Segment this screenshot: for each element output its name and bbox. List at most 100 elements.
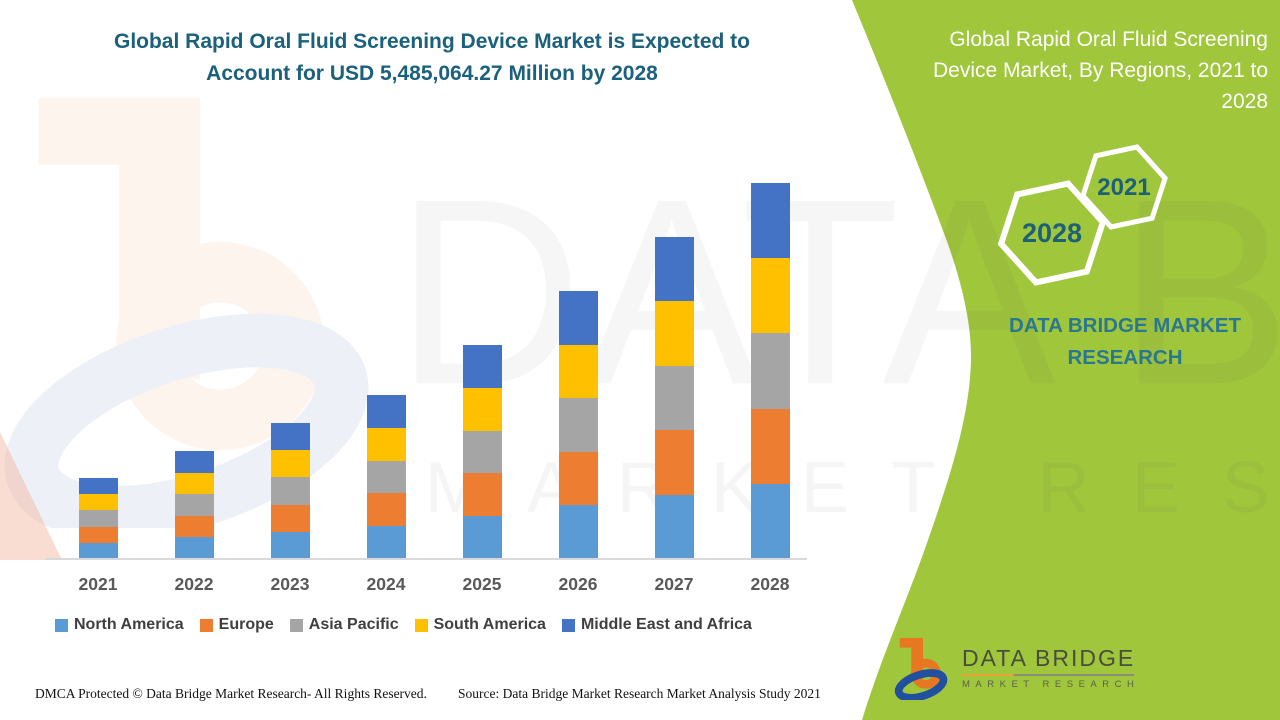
x-axis-labels: 2021 2022 2023 2024 2025 2026 2027 2028 bbox=[50, 574, 818, 595]
bar-segment-south-america bbox=[750, 258, 790, 334]
stacked-bar bbox=[366, 395, 406, 559]
bar-segment-europe bbox=[78, 526, 118, 543]
bar-segment-europe bbox=[270, 504, 310, 532]
bar-segment-middle-east-and-africa bbox=[366, 395, 406, 428]
bar-column-2028 bbox=[722, 139, 818, 559]
logo-rule bbox=[962, 673, 1134, 676]
chart-headline: Global Rapid Oral Fluid Screening Device… bbox=[113, 30, 750, 85]
legend-swatch bbox=[561, 618, 575, 632]
bar-column-2027 bbox=[626, 139, 722, 559]
legend-label: Middle East and Africa bbox=[580, 616, 752, 633]
bar-segment-europe bbox=[462, 473, 502, 517]
bar-segment-europe bbox=[366, 493, 406, 527]
bar-segment-north-america bbox=[270, 531, 310, 559]
legend-label: Asia Pacific bbox=[308, 616, 399, 633]
bar-segment-north-america bbox=[750, 483, 790, 559]
legend-label: North America bbox=[74, 616, 184, 633]
bar-segment-asia-pacific bbox=[654, 365, 694, 431]
hexagon-2028-outline bbox=[997, 180, 1107, 286]
panel-brand-text: DATA BRIDGE MARKET RESEARCH bbox=[1009, 314, 1241, 369]
logo-d-swoosh bbox=[894, 669, 948, 700]
x-axis-label: 2027 bbox=[654, 574, 694, 594]
stacked-bar bbox=[270, 423, 310, 559]
x-axis-label: 2021 bbox=[78, 574, 118, 594]
bar-segment-asia-pacific bbox=[558, 398, 598, 452]
bar-segment-north-america bbox=[78, 542, 118, 559]
watermark-b-stem bbox=[38, 97, 200, 380]
stacked-bar bbox=[654, 237, 694, 559]
green-panel-shape bbox=[852, 0, 1280, 720]
bar-segment-asia-pacific bbox=[366, 460, 406, 494]
bar-segment-north-america bbox=[462, 516, 502, 559]
hexagon-year-2028: 2028 bbox=[1022, 218, 1082, 248]
hexagon-2021-outline bbox=[1080, 144, 1168, 230]
plot-area bbox=[50, 139, 818, 559]
stacked-bar bbox=[558, 291, 598, 559]
bar-segment-middle-east-and-africa bbox=[558, 291, 598, 345]
bar-segment-asia-pacific bbox=[750, 333, 790, 409]
dbmr-logo: DATA BRIDGE MARKET RESEARCH bbox=[892, 634, 1139, 700]
logo-name: DATA BRIDGE bbox=[962, 644, 1136, 671]
watermark-b-bowl bbox=[116, 241, 325, 451]
x-axis-label: 2023 bbox=[270, 574, 310, 594]
bar-segment-asia-pacific bbox=[174, 494, 214, 516]
legend-swatch bbox=[289, 618, 303, 632]
bar-segment-south-america bbox=[78, 494, 118, 511]
legend-item: Asia Pacific bbox=[289, 616, 399, 634]
stacked-bar bbox=[462, 345, 502, 559]
bar-segment-north-america bbox=[558, 505, 598, 559]
bar-column-2026 bbox=[530, 139, 626, 559]
bar-segment-europe bbox=[750, 408, 790, 484]
hexagon-year-2021: 2021 bbox=[1097, 174, 1150, 201]
bar-segment-middle-east-and-africa bbox=[654, 237, 694, 302]
panel-title: Global Rapid Oral Fluid Screening Device… bbox=[933, 28, 1268, 113]
bar-segment-middle-east-and-africa bbox=[270, 423, 310, 451]
dbmr-logo-icon bbox=[894, 637, 948, 700]
legend-item: Middle East and Africa bbox=[561, 616, 752, 634]
legend-swatch bbox=[199, 618, 213, 632]
source-note: Source: Data Bridge Market Research Mark… bbox=[458, 686, 821, 701]
x-axis-label: 2025 bbox=[462, 574, 502, 594]
bar-segment-asia-pacific bbox=[270, 477, 310, 505]
bar-column-2021 bbox=[50, 139, 146, 559]
bar-column-2022 bbox=[146, 139, 242, 559]
bar-column-2025 bbox=[434, 139, 530, 559]
bar-segment-middle-east-and-africa bbox=[78, 478, 118, 495]
watermark-brand-text: DATA BRIDGE bbox=[395, 144, 1280, 441]
bar-segment-south-america bbox=[270, 450, 310, 478]
bar-segment-asia-pacific bbox=[78, 510, 118, 527]
x-axis-line bbox=[45, 558, 807, 560]
bar-segment-middle-east-and-africa bbox=[462, 345, 502, 388]
legend-item: North America bbox=[55, 616, 184, 634]
bar-segment-south-america bbox=[366, 427, 406, 461]
bar-column-2023 bbox=[242, 139, 338, 559]
bar-segment-north-america bbox=[366, 526, 406, 559]
logo-text: DATA BRIDGE MARKET RESEARCH bbox=[962, 645, 1139, 690]
bar-segment-north-america bbox=[174, 537, 214, 559]
bar-segment-south-america bbox=[174, 472, 214, 495]
stacked-bar bbox=[174, 451, 214, 559]
bar-segment-europe bbox=[654, 430, 694, 495]
legend-label: South America bbox=[433, 616, 546, 633]
legend-item: Europe bbox=[199, 616, 274, 634]
x-axis-label: 2024 bbox=[366, 574, 406, 594]
x-axis-label: 2022 bbox=[174, 574, 214, 594]
bar-segment-north-america bbox=[654, 494, 694, 559]
bar-segment-europe bbox=[558, 451, 598, 506]
bar-segment-south-america bbox=[654, 301, 694, 366]
stacked-bar bbox=[78, 478, 118, 559]
dmca-notice: DMCA Protected © Data Bridge Market Rese… bbox=[35, 686, 427, 701]
bar-segment-europe bbox=[174, 515, 214, 538]
bar-segment-middle-east-and-africa bbox=[174, 451, 214, 473]
x-axis-label: 2028 bbox=[750, 574, 790, 594]
legend-label: Europe bbox=[218, 616, 274, 633]
bar-segment-south-america bbox=[462, 387, 502, 431]
logo-tagline: MARKET RESEARCH bbox=[962, 678, 1140, 690]
legend-item: South America bbox=[414, 616, 546, 634]
stacked-bar bbox=[750, 183, 790, 559]
legend-swatch bbox=[414, 618, 428, 632]
x-axis-label: 2026 bbox=[558, 574, 598, 594]
